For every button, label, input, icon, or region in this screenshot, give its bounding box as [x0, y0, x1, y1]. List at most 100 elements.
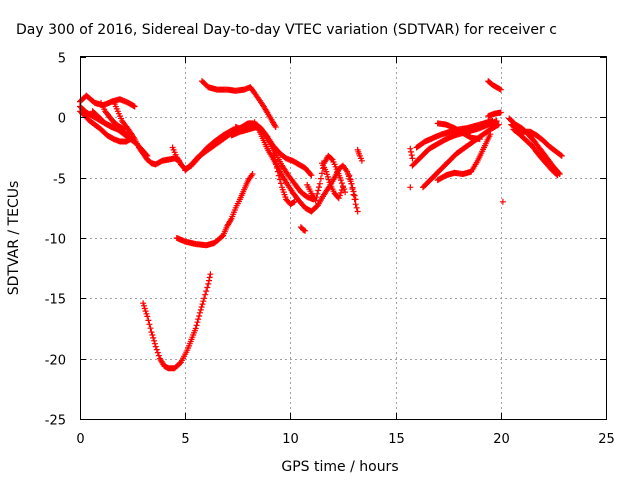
data-point — [554, 172, 561, 179]
data-point — [147, 325, 154, 332]
data-point — [353, 204, 360, 211]
data-point — [349, 186, 356, 193]
data-point — [558, 152, 565, 159]
data-point — [272, 124, 279, 130]
data-series — [251, 119, 359, 215]
data-point — [145, 317, 152, 324]
data-point — [340, 184, 346, 191]
data-point — [205, 280, 212, 287]
x-tick-label: 25 — [598, 432, 615, 447]
data-point — [146, 321, 153, 328]
data-point — [323, 168, 330, 175]
chart-title: Day 300 of 2016, Sidereal Day-to-day VTE… — [16, 22, 557, 38]
data-series — [110, 98, 182, 168]
data-point — [476, 136, 483, 143]
x-tick-label: 0 — [76, 432, 84, 447]
data-series — [510, 126, 561, 179]
data-series — [354, 146, 365, 164]
data-point — [335, 195, 342, 202]
data-series — [407, 145, 416, 162]
data-point — [350, 191, 357, 198]
data-point — [407, 184, 414, 191]
data-point — [328, 155, 335, 162]
data-point — [272, 157, 279, 164]
x-tick-label: 5 — [181, 432, 189, 447]
data-point — [497, 86, 504, 93]
data-point — [144, 313, 151, 320]
data-point — [317, 175, 324, 182]
grid-lines — [80, 57, 606, 419]
data-point — [313, 194, 320, 201]
data-point — [338, 187, 345, 193]
data-point — [150, 334, 157, 341]
data-series — [173, 171, 256, 249]
data-point — [312, 197, 319, 204]
x-tick-label: 10 — [282, 432, 299, 447]
data-point — [206, 274, 213, 281]
data-point — [154, 349, 161, 356]
y-tick-label: 5 — [58, 52, 66, 67]
data-point — [351, 196, 358, 203]
data-series — [499, 198, 506, 205]
data-point — [270, 150, 277, 157]
x-tick-label: 15 — [388, 432, 405, 447]
data-point — [347, 176, 354, 183]
y-tick-label: -5 — [53, 173, 66, 188]
data-point — [274, 168, 281, 175]
data-point — [408, 152, 415, 159]
data-point — [499, 198, 506, 205]
data-point — [195, 316, 202, 323]
y-tick-label: -25 — [45, 414, 66, 429]
data-point — [342, 189, 349, 196]
data-point — [408, 148, 414, 155]
data-point — [196, 313, 203, 319]
data-series — [319, 160, 346, 202]
data-point — [358, 157, 365, 164]
data-point — [354, 208, 361, 215]
y-axis-label: SDTVAR / TECUs — [6, 181, 22, 296]
data-series — [485, 78, 504, 93]
data-point — [487, 131, 494, 138]
data-point — [352, 201, 359, 208]
data-point — [151, 340, 158, 347]
data-point — [497, 109, 504, 116]
data-series — [485, 109, 504, 120]
data-point — [319, 170, 325, 177]
data-series — [304, 152, 349, 204]
data-point — [346, 172, 353, 179]
data-series — [434, 120, 483, 143]
data-point — [315, 187, 322, 194]
data-point — [348, 180, 355, 187]
data-point — [409, 155, 416, 162]
data-point — [153, 346, 160, 353]
data-point — [249, 171, 256, 177]
data-series — [77, 92, 138, 110]
data-series — [297, 224, 309, 234]
data-point — [149, 332, 156, 338]
data-point — [325, 176, 332, 183]
data-point — [316, 184, 322, 191]
data-point — [324, 173, 331, 180]
data-point — [197, 306, 204, 313]
data-point — [338, 180, 345, 187]
x-tick-labels: 0 5 10 15 20 25 — [76, 432, 614, 447]
data-point — [316, 180, 323, 187]
data-points — [77, 78, 565, 372]
data-series — [270, 150, 298, 208]
data-point — [203, 288, 210, 295]
data-series — [508, 121, 565, 159]
data-point — [273, 165, 280, 171]
data-series — [346, 172, 361, 215]
data-point — [489, 118, 496, 124]
data-point — [553, 171, 560, 178]
data-point — [155, 352, 162, 359]
data-point — [314, 190, 321, 197]
y-tick-label: -20 — [45, 354, 66, 369]
data-series — [434, 131, 494, 184]
data-point — [201, 295, 208, 302]
data-point — [152, 343, 159, 350]
data-point — [148, 329, 155, 336]
y-tick-label: 0 — [58, 112, 66, 127]
data-point — [273, 161, 280, 168]
